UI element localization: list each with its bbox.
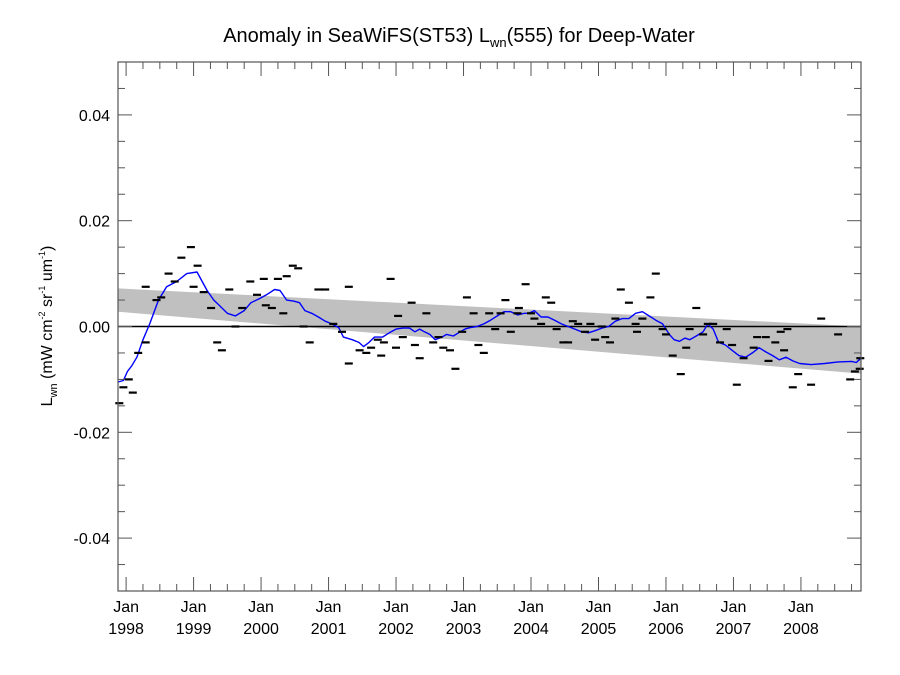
y-tick-label: -0.04 [74, 531, 111, 548]
x-tick-label-month: Jan [451, 599, 477, 616]
x-tick-label-year: 2002 [378, 621, 414, 638]
running-mean-line [117, 271, 862, 383]
x-tick-label-month: Jan [653, 599, 679, 616]
x-tick-label-year: 1999 [176, 621, 212, 638]
x-tick-label-year: 2004 [513, 621, 549, 638]
running-mean-layer [117, 271, 862, 383]
y-tick-label: 0.00 [79, 320, 110, 337]
trend-band [118, 288, 861, 374]
x-tick-label-month: Jan [181, 599, 207, 616]
x-tick-label-month: Jan [518, 599, 544, 616]
y-tick-label: 0.04 [79, 108, 110, 125]
x-tick-label-month: Jan [788, 599, 814, 616]
y-axis-label: Lwn (mW cm-2 sr-1 um-1) [37, 246, 60, 407]
x-tick-label-month: Jan [383, 599, 409, 616]
chart-title: Anomaly in SeaWiFS(ST53) Lwn(555) for De… [223, 25, 695, 50]
x-tick-label-year: 2007 [716, 621, 752, 638]
trend-band-layer [118, 288, 861, 374]
y-tick-label: -0.02 [74, 425, 111, 442]
x-tick-label-month: Jan [586, 599, 612, 616]
anomaly-points-layer [115, 246, 865, 405]
x-tick-label-month: Jan [316, 599, 342, 616]
x-tick-label-year: 2000 [243, 621, 279, 638]
y-tick-label: 0.02 [79, 214, 110, 231]
x-tick-label-year: 2003 [446, 621, 482, 638]
x-tick-label-year: 1998 [108, 621, 144, 638]
axes-layer: 0.04 0.02 0.00 -0.02 -0.04 Jan 1998 Jan 1999 Jan 2… [74, 61, 862, 638]
x-tick-label-month: Jan [113, 599, 139, 616]
x-tick-label-month: Jan [721, 599, 747, 616]
x-tick-label-year: 2001 [311, 621, 347, 638]
x-tick-label-year: 2008 [783, 621, 819, 638]
x-tick-label-year: 2006 [648, 621, 684, 638]
x-tick-label-month: Jan [248, 599, 274, 616]
x-tick-label-year: 2005 [581, 621, 617, 638]
